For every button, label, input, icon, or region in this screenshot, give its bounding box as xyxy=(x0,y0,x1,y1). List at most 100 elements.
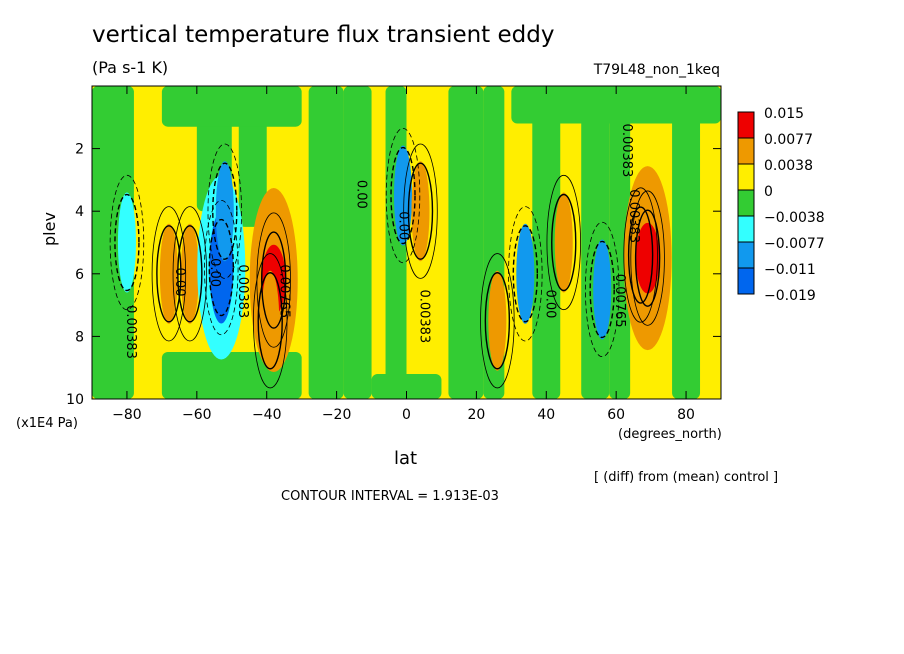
legend-swatch-1 xyxy=(737,137,755,165)
field-feature-2 xyxy=(180,223,199,324)
run-label: T79L48_non_1keq xyxy=(593,62,720,78)
x-axis-label: lat xyxy=(394,448,418,469)
legend-label-0: 0.015 xyxy=(764,106,804,122)
legend-label-4: −0.0038 xyxy=(764,210,825,226)
field-feature-7 xyxy=(394,145,413,246)
contour-3-1 xyxy=(204,199,239,336)
contour-10-1 xyxy=(508,206,543,342)
legend-swatch-4 xyxy=(737,215,755,243)
contour-14-1 xyxy=(630,190,665,326)
contour-label-9: 0.00 xyxy=(354,180,369,209)
contour-6-0 xyxy=(257,272,283,370)
contour-7-1 xyxy=(385,127,421,264)
field-band-15 xyxy=(371,373,442,399)
contour-8-0 xyxy=(407,162,434,260)
x-axis-units: (degrees_north) xyxy=(618,427,722,442)
contour-5-0 xyxy=(261,231,287,329)
x-tick-label-7: 60 xyxy=(607,407,625,423)
field-feature-11 xyxy=(554,192,573,293)
contour-11-1 xyxy=(546,174,581,311)
legend-label-3: 0 xyxy=(764,184,773,200)
contour-1-0 xyxy=(156,225,182,323)
contour-label-2: 0.00765 xyxy=(277,264,292,318)
contour-4-1 xyxy=(207,143,242,279)
contour-interval: CONTOUR INTERVAL = 1.913E-03 xyxy=(281,489,499,504)
field-band-3 xyxy=(308,86,344,399)
contour-7-0 xyxy=(390,146,416,245)
field-band-8 xyxy=(532,86,561,399)
contour-label-6: 0.00383 xyxy=(416,289,431,343)
contour-14-0 xyxy=(634,209,661,307)
contour-label-8: 0.00383 xyxy=(626,189,641,243)
field-feature-6 xyxy=(261,270,280,371)
contour-13-0 xyxy=(627,206,654,304)
x-tick-label-8: 80 xyxy=(677,407,695,423)
x-tick-label-2: −40 xyxy=(252,407,282,423)
diff-footnote: [ (diff) from (mean) control ] xyxy=(594,470,779,485)
chart-units: (Pa s-1 K) xyxy=(92,58,169,77)
contour-11-0 xyxy=(551,193,577,292)
field-band-11 xyxy=(672,86,701,399)
contour-label-0: 0.00 xyxy=(207,258,222,287)
y-axis-units: (x1E4 Pa) xyxy=(16,416,78,431)
y-tick-label-4: 10 xyxy=(66,392,84,408)
y-tick-label-3: 8 xyxy=(75,329,84,345)
legend-label-2: 0.0038 xyxy=(764,158,813,174)
field-band-6 xyxy=(448,86,484,399)
y-axis: 2 4 6 8 10 xyxy=(66,142,721,408)
contour-10-0 xyxy=(512,225,539,323)
field-band-12 xyxy=(161,86,302,127)
contour-0-0 xyxy=(114,193,140,292)
contour-label-7: 0.00765 xyxy=(612,274,627,328)
contour-9-1 xyxy=(480,253,515,389)
contour-1-1 xyxy=(151,206,187,342)
x-tick-label-4: 0 xyxy=(402,407,411,423)
legend-swatch-0 xyxy=(737,111,755,139)
legend: 0.015 0.0077 0.0038 0 −0.0038 −0.0077 −0.011 −0… xyxy=(737,106,825,304)
legend-label-1: 0.0077 xyxy=(764,132,813,148)
contour-label-1: 0.00383 xyxy=(235,264,250,318)
contour-3-0 xyxy=(208,218,234,317)
legend-swatch-5 xyxy=(737,241,755,269)
contour-0-1 xyxy=(109,174,145,311)
x-tick-label-0: −80 xyxy=(112,407,142,423)
legend-swatch-2 xyxy=(737,163,755,191)
field-band-0 xyxy=(92,86,134,399)
contour-label-10: 0.00 xyxy=(172,268,187,297)
contour-2-1 xyxy=(172,206,208,342)
field-feature-14 xyxy=(635,222,660,294)
contour-13-1 xyxy=(623,187,658,323)
contour-9-0 xyxy=(484,272,511,370)
contour-12-1 xyxy=(584,221,620,358)
legend-label-7: −0.019 xyxy=(764,288,816,304)
x-tick-label-5: 20 xyxy=(467,407,485,423)
field-feature-12 xyxy=(593,239,612,340)
legend-label-6: −0.011 xyxy=(764,262,816,278)
legend-swatch-6 xyxy=(737,267,755,295)
contour-4-0 xyxy=(212,162,238,260)
y-tick-label-2: 6 xyxy=(75,267,84,283)
x-tick-label-3: −20 xyxy=(322,407,352,423)
field-band-10 xyxy=(609,86,631,399)
contour-labels: 0.00 0.00383 0.00765 0.00383 0.00 0.00 0.00383… xyxy=(123,124,641,359)
contour-label-3: 0.00383 xyxy=(123,305,138,359)
contour-8-1 xyxy=(403,143,438,279)
legend-swatch-3 xyxy=(737,189,755,217)
field-feature-0 xyxy=(117,192,136,293)
contour-lines xyxy=(109,127,665,389)
contour-2-0 xyxy=(177,225,203,323)
field-feature-4 xyxy=(215,161,234,262)
contour-12-0 xyxy=(589,240,615,339)
y-tick-label-1: 4 xyxy=(75,204,84,220)
contour-label-11: 0.00383 xyxy=(619,124,634,178)
chart-title: vertical temperature flux transient eddy xyxy=(92,22,555,48)
field-feature-10 xyxy=(516,223,535,324)
x-axis: −80 −60 −40 −20 0 20 40 60 80 xyxy=(112,86,695,423)
contour-6-1 xyxy=(253,253,288,389)
y-tick-label-0: 2 xyxy=(75,142,84,158)
field-band-14 xyxy=(511,86,721,124)
field-feature-9 xyxy=(488,270,507,371)
contour-label-4: 0.00 xyxy=(396,211,411,240)
x-tick-label-6: 40 xyxy=(537,407,555,423)
